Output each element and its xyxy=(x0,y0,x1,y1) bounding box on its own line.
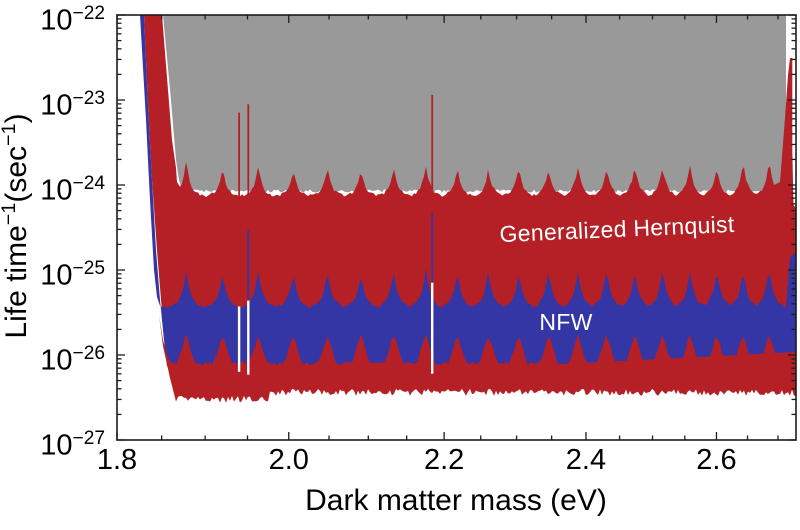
y-axis-title-part: ) xyxy=(0,113,33,124)
y-tick-label: 10−27 xyxy=(40,428,105,462)
y-tick-label: 10−25 xyxy=(40,258,105,292)
y-axis-title-part: (sec xyxy=(0,145,33,203)
y-axis-title-sup: −1 xyxy=(0,202,20,226)
y-tick-label: 10−23 xyxy=(40,88,105,122)
feature-white-notch-2 xyxy=(431,282,434,374)
gray-excluded-region xyxy=(163,15,786,193)
y-tick-label: 10−26 xyxy=(40,343,105,377)
y-axis-title-sup: −1 xyxy=(0,123,20,146)
y-axis-title: Life time−1(sec−1) xyxy=(0,0,40,457)
x-tick-label: 2.6 xyxy=(696,444,737,476)
feature-red-spike-0 xyxy=(238,112,240,219)
x-tick-label: 2.4 xyxy=(565,444,607,476)
x-tick-label: 1.8 xyxy=(96,444,138,476)
feature-white-notch-1 xyxy=(247,300,250,375)
feature-blue-spike-1 xyxy=(247,230,250,300)
plot-frame xyxy=(116,14,797,441)
x-tick-label: 2.2 xyxy=(423,444,465,476)
feature-red-spike-2 xyxy=(431,94,434,219)
feature-red-spike-1 xyxy=(247,104,250,219)
y-axis-title-part: Life time xyxy=(0,225,33,339)
feature-blue-spike-2 xyxy=(431,213,434,296)
x-axis-title: Dark matter mass (eV) xyxy=(305,484,607,517)
nfw-region xyxy=(140,15,796,373)
feature-white-notch-0 xyxy=(237,306,241,372)
nfw-region-label: NFW xyxy=(539,309,593,335)
y-tick-label: 10−24 xyxy=(40,173,105,207)
y-tick-label: 10−22 xyxy=(40,3,105,37)
x-tick-label: 2.0 xyxy=(268,444,309,476)
hernquist-bottom-band xyxy=(159,315,796,403)
